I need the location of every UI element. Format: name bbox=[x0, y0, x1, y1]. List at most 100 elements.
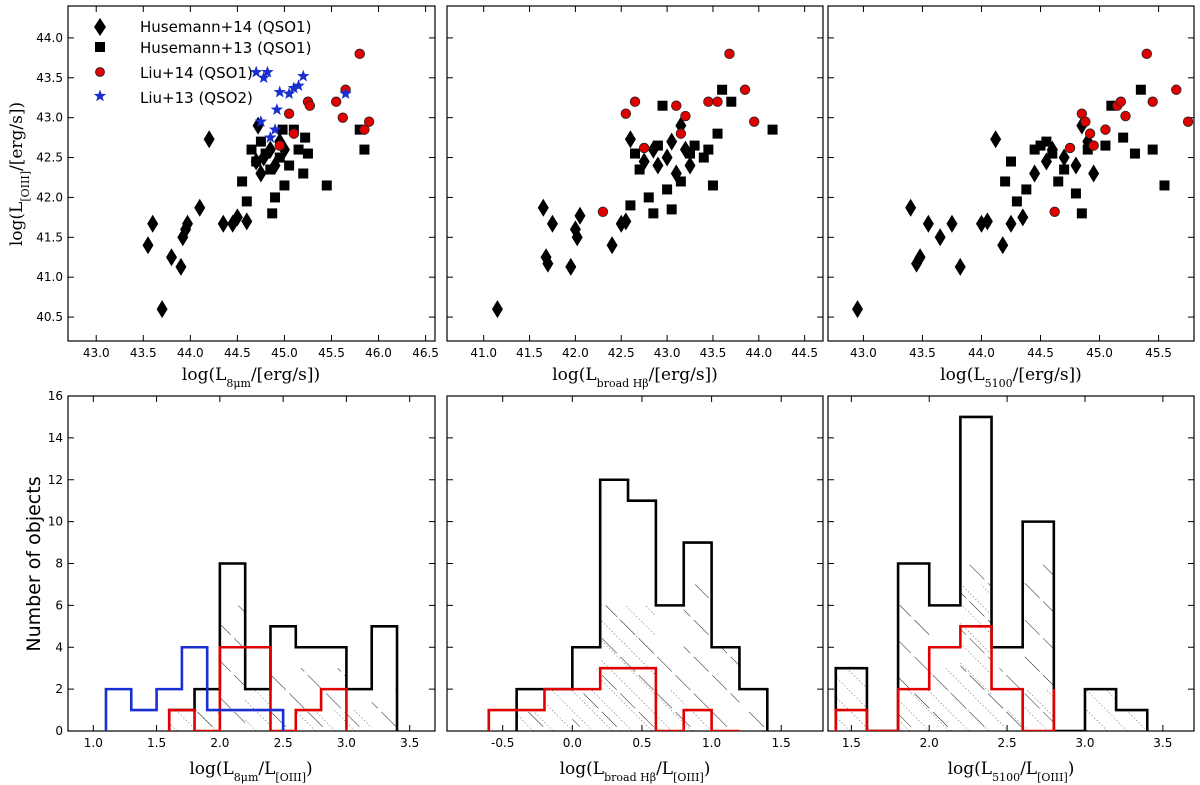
point-circle bbox=[739, 84, 751, 95]
point-circle bbox=[337, 112, 348, 123]
point-circle bbox=[1049, 206, 1060, 217]
xlabel-scatter-l5100: log(L5100/[erg/s]) bbox=[940, 365, 1082, 390]
x-tick-label: 1.0 bbox=[84, 736, 103, 750]
point-square bbox=[767, 124, 778, 135]
legend-label-husemann14: Husemann+14 (QSO1) bbox=[140, 18, 311, 36]
hist-outline bbox=[487, 666, 740, 731]
y-tick-label: 16 bbox=[48, 389, 63, 403]
hist-outline bbox=[834, 415, 1149, 731]
point-square bbox=[1029, 144, 1040, 155]
point-diamond bbox=[684, 156, 696, 175]
panel-scatter-lhb: 41.0 41.5 42.0 42.5 43.0 43.5 44.0 44.5 log(Lbr… bbox=[446, 5, 824, 390]
y-tick-label: 40.5 bbox=[36, 310, 63, 324]
y-tick-label: 4 bbox=[55, 640, 63, 654]
y-tick-label: 43.0 bbox=[36, 111, 63, 125]
point-star bbox=[261, 65, 274, 78]
point-square bbox=[1070, 188, 1081, 199]
xlabel-scatter-l8um: log(L8μm/[erg/s]) bbox=[182, 365, 320, 390]
hist-bar-dotted bbox=[169, 710, 195, 731]
y-tick-label: 14 bbox=[48, 431, 63, 445]
point-circle bbox=[354, 48, 365, 60]
point-circle bbox=[1100, 124, 1111, 135]
point-square bbox=[279, 180, 290, 191]
point-diamond bbox=[620, 212, 632, 231]
point-square bbox=[293, 144, 304, 155]
point-square bbox=[666, 204, 677, 215]
x-tick-label: 2.5 bbox=[998, 736, 1017, 750]
hist-bar-dashed bbox=[219, 605, 246, 731]
point-diamond bbox=[194, 198, 206, 217]
point-circle bbox=[597, 206, 609, 217]
point-diamond bbox=[934, 228, 946, 247]
point-square bbox=[1082, 144, 1093, 155]
hist-bar-dashed bbox=[321, 668, 347, 731]
point-square bbox=[1135, 84, 1146, 95]
hist-bar-dotted bbox=[1084, 689, 1117, 731]
point-circle bbox=[712, 96, 723, 107]
point-square bbox=[1011, 196, 1022, 207]
point-circle bbox=[749, 116, 760, 127]
point-circle bbox=[363, 116, 375, 127]
x-tick-label: 43.5 bbox=[909, 346, 936, 360]
x-tick-label: 45.0 bbox=[1086, 346, 1113, 360]
point-diamond bbox=[537, 198, 549, 217]
point-diamond bbox=[1005, 214, 1017, 233]
x-tick-label: 44.5 bbox=[1027, 346, 1054, 360]
x-tick-label: 1.5 bbox=[147, 736, 166, 750]
point-star bbox=[254, 115, 268, 127]
hist-bar-dashed bbox=[711, 647, 740, 731]
point-square bbox=[260, 148, 271, 159]
point-diamond bbox=[990, 130, 1002, 149]
point-circle bbox=[1088, 140, 1099, 151]
point-diamond bbox=[606, 236, 618, 255]
point-square bbox=[321, 180, 332, 191]
point-circle bbox=[1171, 84, 1182, 95]
y-tick-label: 41.5 bbox=[36, 230, 63, 244]
legend: Husemann+14 (QSO1) Husemann+13 (QSO1) Li… bbox=[93, 18, 311, 107]
x-tick-label: 44.0 bbox=[177, 346, 204, 360]
hist-outline bbox=[104, 645, 285, 731]
point-diamond bbox=[546, 214, 558, 233]
hist-bar-dashed bbox=[346, 710, 372, 731]
hist-outline bbox=[834, 625, 1056, 731]
x-tick-label: 43.5 bbox=[700, 346, 727, 360]
hist-bar-dashed bbox=[295, 668, 322, 731]
point-circle bbox=[1084, 128, 1096, 139]
x-tick-label: 44.0 bbox=[745, 346, 772, 360]
x-tick-label: 41.5 bbox=[516, 346, 543, 360]
point-diamond bbox=[905, 198, 917, 217]
point-square bbox=[1059, 164, 1070, 175]
point-square bbox=[675, 176, 686, 187]
x-tick-label: 2.0 bbox=[920, 736, 939, 750]
x-tick-label: 1.0 bbox=[702, 736, 721, 750]
point-square bbox=[625, 200, 636, 211]
legend-marker-diamond bbox=[94, 18, 106, 36]
point-square bbox=[1106, 100, 1117, 111]
point-circle bbox=[1064, 142, 1076, 154]
point-diamond bbox=[166, 248, 178, 267]
point-circle bbox=[1141, 48, 1152, 60]
point-square bbox=[302, 148, 313, 159]
point-square bbox=[689, 140, 700, 151]
hist-bar-dashed bbox=[1022, 563, 1054, 731]
point-diamond bbox=[255, 164, 267, 183]
panel-hist-l8um: 1.0 1.5 2.0 2.5 3.0 3.5 0 2 4 6 8 10 12 14 16 log(L8μm… bbox=[23, 389, 436, 784]
point-diamond bbox=[175, 257, 187, 276]
hist-bar-dashed bbox=[683, 584, 712, 731]
point-diamond bbox=[997, 236, 1009, 255]
hist-bar-dashed bbox=[516, 710, 545, 731]
point-square bbox=[652, 140, 663, 151]
point-star bbox=[273, 85, 286, 98]
panel-scatter-l8um: 43.0 43.5 44.0 44.5 45.0 45.5 46.0 46.5 40.5 41.0… bbox=[7, 5, 439, 390]
point-square bbox=[1053, 176, 1064, 187]
point-diamond bbox=[946, 214, 958, 233]
point-square bbox=[657, 100, 668, 111]
point-circle bbox=[1182, 116, 1194, 127]
point-square bbox=[726, 96, 737, 107]
x-tick-label: 0.5 bbox=[632, 736, 651, 750]
hist-bar-dashed bbox=[960, 563, 992, 731]
point-square bbox=[685, 148, 696, 159]
y-tick-label: 0 bbox=[55, 724, 63, 738]
point-diamond bbox=[571, 228, 583, 247]
